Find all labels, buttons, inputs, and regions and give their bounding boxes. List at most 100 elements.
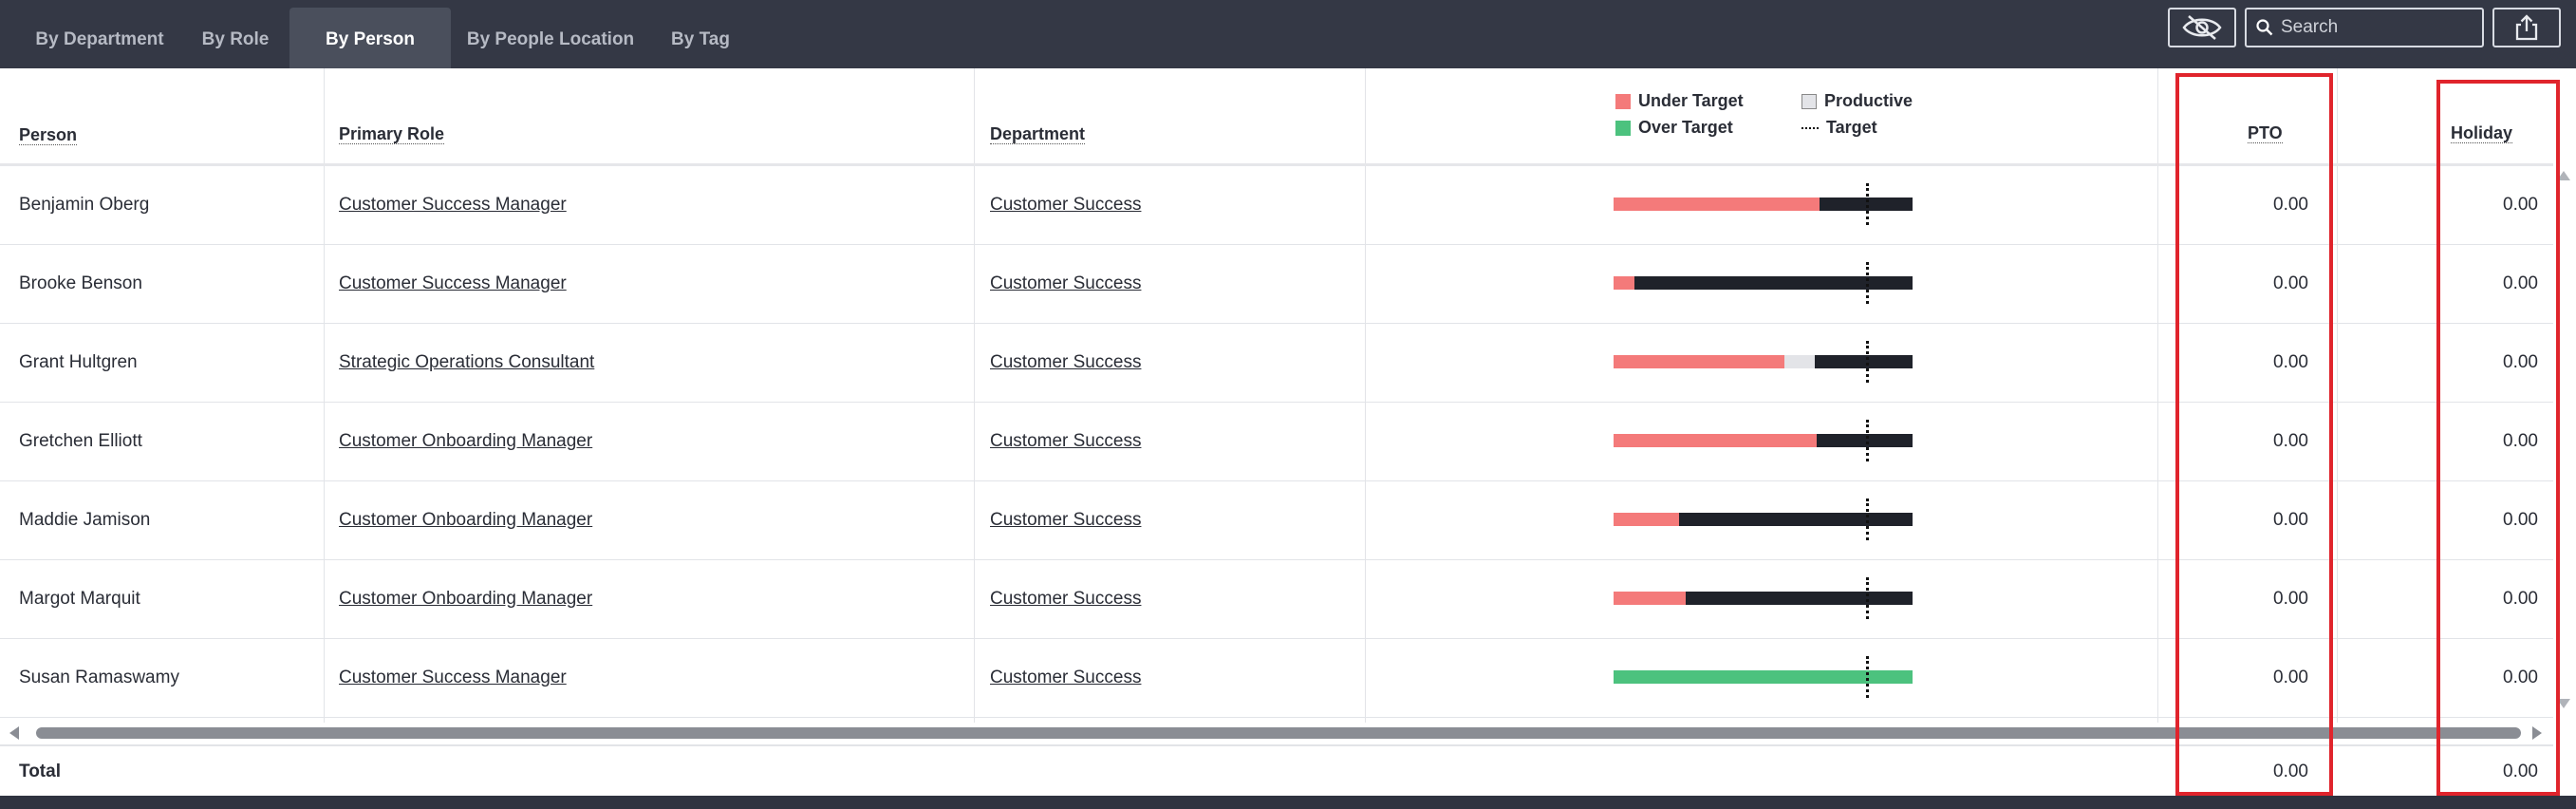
target-marker [1866, 341, 1869, 383]
pto-value: 0.00 [2273, 510, 2308, 530]
under-target-segment [1614, 355, 1784, 368]
total-pto: 0.00 [2273, 762, 2308, 781]
utilization-table: Person Primary Role Department PTO Holid… [0, 68, 2576, 796]
table-row: Margot Marquit Customer Onboarding Manage… [0, 560, 2553, 639]
total-holiday: 0.00 [2503, 762, 2538, 781]
department-link[interactable]: Customer Success [990, 352, 1142, 372]
target-marker [1866, 262, 1869, 304]
primary-role-link[interactable]: Customer Onboarding Manager [339, 510, 593, 530]
export-button[interactable] [2492, 8, 2561, 47]
table-row: Grant Hultgren Strategic Operations Consu… [0, 324, 2553, 403]
department-link[interactable]: Customer Success [990, 195, 1142, 215]
person-name: Gretchen Elliott [19, 431, 142, 451]
productive-segment [1784, 355, 1815, 368]
person-name: Brooke Benson [19, 273, 142, 293]
scroll-up-arrow-icon[interactable] [2557, 171, 2570, 180]
primary-role-link[interactable]: Customer Success Manager [339, 668, 567, 687]
table-row: Susan Ramaswamy Customer Success Manager C… [0, 639, 2553, 718]
total-label: Total [19, 762, 61, 781]
highlight-holiday-column [2436, 80, 2560, 796]
person-name: Susan Ramaswamy [19, 668, 179, 687]
over-target-segment [1614, 670, 1913, 684]
legend-under-target: Under Target [1615, 91, 1744, 111]
utilization-bar [1614, 198, 1913, 211]
legend-over-target: Over Target [1615, 118, 1733, 138]
legend-target: Target [1801, 118, 1877, 138]
holiday-value: 0.00 [2503, 510, 2538, 530]
header-primary-role[interactable]: Primary Role [339, 124, 445, 144]
scroll-right-arrow-icon[interactable] [2532, 726, 2542, 740]
total-row: Total 0.00 0.00 [0, 744, 2553, 796]
department-link[interactable]: Customer Success [990, 431, 1142, 451]
department-link[interactable]: Customer Success [990, 273, 1142, 293]
search-icon [2256, 19, 2273, 36]
pto-value: 0.00 [2273, 352, 2308, 372]
holiday-value: 0.00 [2503, 195, 2538, 215]
target-marker [1866, 656, 1869, 698]
top-tab-bar: By Department By Role By Person By Peopl… [0, 0, 2576, 68]
legend-dotted-target-line [1801, 126, 1819, 129]
legend-swatch-over-target [1615, 120, 1631, 136]
tab-by-department[interactable]: By Department [35, 29, 164, 49]
pto-value: 0.00 [2273, 195, 2308, 215]
department-link[interactable]: Customer Success [990, 589, 1142, 609]
primary-role-link[interactable]: Strategic Operations Consultant [339, 352, 595, 372]
header-pto[interactable]: PTO [2248, 123, 2283, 143]
table-row: Benjamin Oberg Customer Success Manager Cu… [0, 166, 2553, 245]
horizontal-scrollbar[interactable] [0, 723, 2553, 743]
search-box[interactable] [2245, 8, 2484, 47]
holiday-value: 0.00 [2503, 273, 2538, 293]
scroll-down-arrow-icon[interactable] [2557, 699, 2570, 708]
header-department[interactable]: Department [990, 124, 1086, 144]
pto-value: 0.00 [2273, 589, 2308, 609]
under-target-segment [1614, 276, 1634, 290]
search-input[interactable] [2281, 17, 2471, 38]
target-marker [1866, 420, 1869, 461]
table-row: Gretchen Elliott Customer Onboarding Mana… [0, 403, 2553, 481]
hide-columns-button[interactable] [2168, 8, 2236, 47]
header-person[interactable]: Person [19, 125, 78, 145]
pto-value: 0.00 [2273, 668, 2308, 687]
target-marker [1866, 577, 1869, 619]
tab-by-role[interactable]: By Role [201, 29, 270, 49]
legend-swatch-under-target [1615, 93, 1631, 109]
person-name: Grant Hultgren [19, 352, 138, 372]
legend-swatch-productive [1801, 93, 1817, 109]
person-name: Maddie Jamison [19, 510, 151, 530]
utilization-bar [1614, 513, 1913, 526]
pto-value: 0.00 [2273, 273, 2308, 293]
primary-role-link[interactable]: Customer Success Manager [339, 273, 567, 293]
tab-by-person[interactable]: By Person [289, 8, 451, 68]
under-target-segment [1614, 592, 1686, 605]
target-marker [1866, 499, 1869, 540]
under-target-segment [1614, 198, 1820, 211]
holiday-value: 0.00 [2503, 431, 2538, 451]
primary-role-link[interactable]: Customer Onboarding Manager [339, 589, 593, 609]
department-link[interactable]: Customer Success [990, 510, 1142, 530]
header-holiday[interactable]: Holiday [2451, 123, 2513, 143]
holiday-value: 0.00 [2503, 668, 2538, 687]
pto-value: 0.00 [2273, 431, 2308, 451]
share-export-icon [2515, 14, 2538, 41]
under-target-segment [1614, 434, 1817, 447]
primary-role-link[interactable]: Customer Success Manager [339, 195, 567, 215]
table-row: Maddie Jamison Customer Onboarding Manage… [0, 481, 2553, 560]
legend-productive: Productive [1801, 91, 1913, 111]
tab-by-tag[interactable]: By Tag [671, 29, 730, 49]
scroll-left-arrow-icon[interactable] [9, 726, 19, 740]
person-name: Margot Marquit [19, 589, 140, 609]
holiday-value: 0.00 [2503, 589, 2538, 609]
tab-by-people-location[interactable]: By People Location [466, 29, 635, 49]
department-link[interactable]: Customer Success [990, 668, 1142, 687]
target-marker [1866, 183, 1869, 225]
primary-role-link[interactable]: Customer Onboarding Manager [339, 431, 593, 451]
scrollbar-thumb[interactable] [36, 727, 2521, 739]
highlight-pto-column [2175, 73, 2333, 796]
table-row: Brooke Benson Customer Success Manager Cus… [0, 245, 2553, 324]
utilization-bar [1614, 592, 1913, 605]
utilization-bar [1614, 276, 1913, 290]
person-name: Benjamin Oberg [19, 195, 150, 215]
utilization-bar [1614, 670, 1913, 684]
eye-slash-icon [2182, 15, 2222, 40]
utilization-bar [1614, 355, 1913, 368]
